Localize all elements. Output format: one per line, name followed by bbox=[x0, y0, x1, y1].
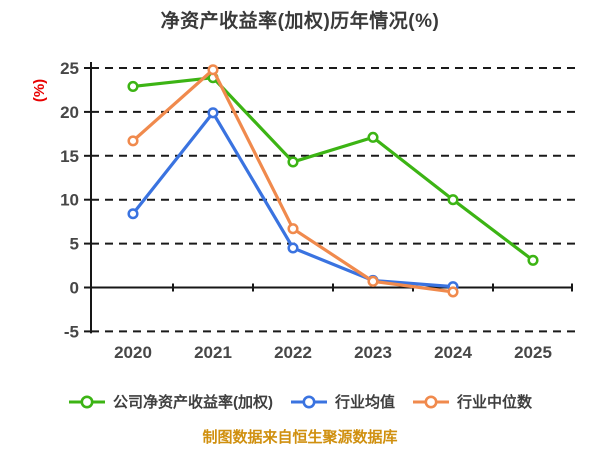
data-point-s2-2021 bbox=[207, 64, 219, 76]
data-point-s2-2022 bbox=[287, 223, 299, 235]
x-tick-label-2022: 2022 bbox=[274, 343, 312, 362]
legend-label-industry-median: 行业中位数 bbox=[457, 394, 533, 411]
x-tick-label-2020: 2020 bbox=[114, 343, 152, 362]
y-tick-label-5: 5 bbox=[70, 235, 79, 254]
data-point-s0-2020 bbox=[127, 80, 139, 92]
x-tick-label-2024: 2024 bbox=[434, 343, 472, 362]
x-tick-label-2021: 2021 bbox=[194, 343, 232, 362]
legend-label-company: 公司净资产收益率(加权) bbox=[112, 394, 273, 411]
legend-marker-industry-mean bbox=[290, 395, 327, 408]
data-point-s0-2023 bbox=[367, 131, 379, 143]
data-point-s2-2023 bbox=[367, 275, 379, 287]
x-tick-label-2023: 2023 bbox=[354, 343, 392, 362]
data-point-s1-2021 bbox=[207, 107, 219, 119]
legend-item-industry-median: 行业中位数 bbox=[412, 391, 532, 412]
series-line-2 bbox=[131, 68, 455, 294]
legend-item-company: 公司净资产收益率(加权) bbox=[68, 391, 273, 412]
chart-title: 净资产收益率(加权)历年情况(%) bbox=[160, 11, 440, 32]
data-point-s2-2020 bbox=[127, 135, 139, 147]
legend-marker-industry-median bbox=[413, 395, 449, 408]
chart-legend: 公司净资产收益率(加权) 行业均值 行业中位数 bbox=[0, 391, 600, 412]
data-point-s2-2024 bbox=[447, 286, 459, 298]
y-tick-label--5: -5 bbox=[64, 322, 79, 341]
series-line-0 bbox=[131, 76, 535, 262]
legend-marker-company bbox=[68, 395, 105, 408]
data-source-caption: 制图数据来自恒生聚源数据库 bbox=[202, 429, 398, 446]
legend-label-industry-mean: 行业均值 bbox=[334, 394, 395, 411]
data-point-s0-2025 bbox=[527, 254, 539, 266]
data-point-s1-2020 bbox=[127, 208, 139, 220]
y-tick-label-0: 0 bbox=[70, 279, 79, 298]
data-point-s0-2022 bbox=[287, 156, 299, 168]
y-tick-label-10: 10 bbox=[60, 191, 79, 210]
y-tick-label-25: 25 bbox=[60, 59, 79, 78]
x-tick-label-2025: 2025 bbox=[514, 343, 552, 362]
data-point-s1-2022 bbox=[287, 242, 299, 254]
data-point-s0-2024 bbox=[447, 194, 459, 206]
y-tick-label-20: 20 bbox=[60, 103, 79, 122]
legend-item-industry-mean: 行业均值 bbox=[290, 391, 395, 412]
y-tick-label-15: 15 bbox=[60, 147, 79, 166]
